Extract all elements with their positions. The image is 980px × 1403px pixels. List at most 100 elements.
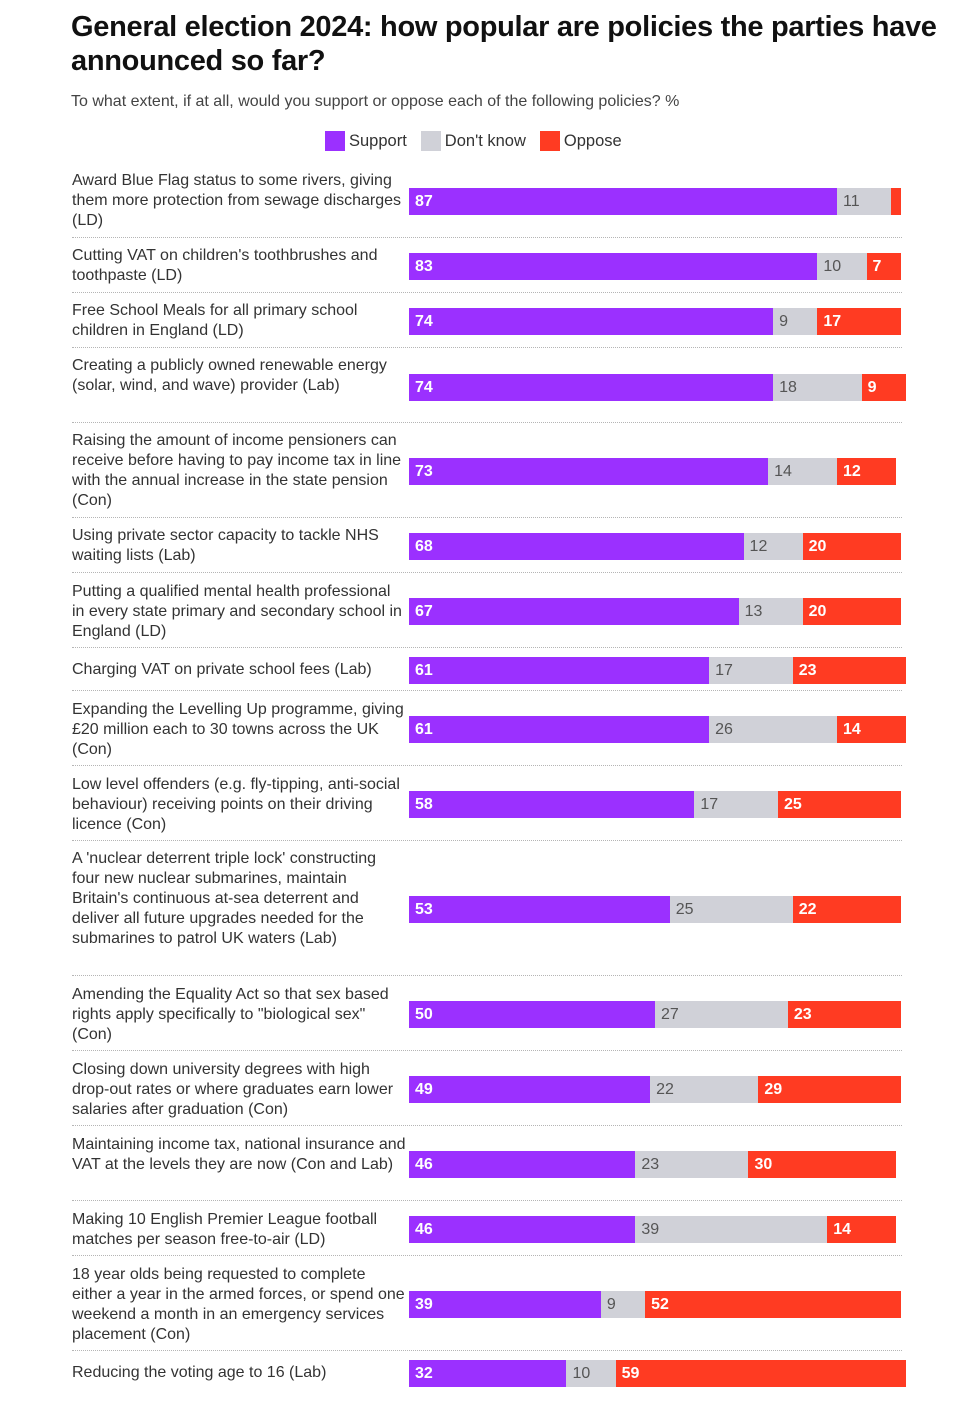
bar-value-label: 61 bbox=[415, 661, 433, 679]
row-separator bbox=[72, 690, 902, 691]
bar-value-label: 22 bbox=[798, 900, 817, 918]
bar-segment-dont-know: 17 bbox=[709, 657, 793, 684]
bar-segment-support: 87 bbox=[409, 188, 838, 215]
bar-segment-oppose: 30 bbox=[748, 1151, 897, 1178]
bar-value-label: 61 bbox=[415, 720, 433, 738]
category-label: Maintaining income tax, national insuran… bbox=[72, 1136, 406, 1173]
bar-segment-support: 32 bbox=[409, 1360, 567, 1387]
legend-swatch-support bbox=[325, 131, 345, 151]
bar-value-label: 26 bbox=[715, 720, 733, 738]
legend-swatch-dont-know bbox=[420, 131, 441, 151]
category-label: Charging VAT on private school fees (Lab… bbox=[72, 661, 372, 678]
legend-label-dont-know: Don't know bbox=[444, 131, 526, 150]
row-separator bbox=[72, 647, 902, 648]
bar-value-label: 25 bbox=[675, 900, 694, 918]
bar-segment-dont-know: 10 bbox=[817, 253, 867, 280]
category-label: Raising the amount of income pensioners … bbox=[72, 432, 402, 509]
bar-segment-support: 50 bbox=[409, 1001, 655, 1028]
bar-value-label: 59 bbox=[621, 1364, 640, 1382]
bar-segment-support: 83 bbox=[409, 253, 818, 280]
bar-value-label: 20 bbox=[808, 602, 827, 620]
bar-segment-dont-know: 18 bbox=[773, 374, 862, 401]
bar-value-label: 23 bbox=[793, 1005, 812, 1023]
bar-value-label: 67 bbox=[415, 602, 433, 620]
bar-segment-oppose: 20 bbox=[802, 598, 901, 625]
row-separator bbox=[72, 1350, 902, 1351]
bar-segment-oppose: 17 bbox=[817, 308, 901, 335]
bar-segment-dont-know: 27 bbox=[655, 1001, 788, 1028]
bar-segment-dont-know: 25 bbox=[669, 896, 793, 923]
row-separator bbox=[72, 1200, 902, 1201]
category-label: Creating a publicly owned renewable ener… bbox=[72, 357, 387, 394]
bar-segment-oppose: 14 bbox=[837, 716, 906, 743]
row-separator bbox=[72, 1050, 902, 1051]
bar-segment-support: 68 bbox=[409, 533, 744, 560]
bar-segment-oppose: 22 bbox=[792, 896, 901, 923]
bar-segment-support: 73 bbox=[409, 458, 769, 485]
bar-segment-support: 58 bbox=[409, 791, 695, 818]
legend-swatch-oppose bbox=[539, 131, 560, 151]
bar-value-label: 27 bbox=[661, 1005, 679, 1023]
category-label: Amending the Equality Act so that sex ba… bbox=[72, 986, 389, 1043]
chart-subtitle: To what extent, if at all, would you sup… bbox=[71, 93, 680, 110]
bar-value-label: 39 bbox=[641, 1220, 660, 1238]
bar-segment-oppose bbox=[891, 188, 901, 215]
bar-segment-dont-know: 9 bbox=[773, 308, 818, 335]
bar-value-label: 52 bbox=[651, 1295, 669, 1313]
bar-value-label: 46 bbox=[415, 1155, 433, 1173]
category-label: Putting a qualified mental health profes… bbox=[72, 583, 402, 640]
bar-segment-dont-know: 9 bbox=[600, 1291, 646, 1318]
category-label: Free School Meals for all primary school… bbox=[72, 302, 358, 339]
bar-value-label: 18 bbox=[779, 378, 797, 396]
bar-value-label: 14 bbox=[833, 1220, 851, 1238]
bar-segment-oppose: 12 bbox=[837, 458, 897, 485]
bar-segment-dont-know: 12 bbox=[743, 533, 803, 560]
bar-value-label: 10 bbox=[823, 257, 842, 275]
legend-label-oppose: Oppose bbox=[563, 131, 622, 150]
bar-value-label: 12 bbox=[843, 462, 861, 480]
bar-value-label: 12 bbox=[749, 537, 768, 555]
row-separator bbox=[72, 840, 902, 841]
category-label: Reducing the voting age to 16 (Lab) bbox=[72, 1364, 327, 1381]
bar-value-label: 68 bbox=[415, 537, 433, 555]
bar-segment-oppose: 23 bbox=[787, 1001, 901, 1028]
category-label: Award Blue Flag status to some rivers, g… bbox=[72, 172, 402, 229]
bar-segment-support: 39 bbox=[409, 1291, 601, 1318]
category-label: Expanding the Levelling Up programme, gi… bbox=[72, 701, 404, 758]
bar-value-label: 9 bbox=[606, 1295, 616, 1313]
bar-segment-oppose: 52 bbox=[645, 1291, 901, 1318]
bar-value-label: 73 bbox=[415, 462, 433, 480]
row-separator bbox=[72, 237, 902, 238]
bar-value-label: 13 bbox=[744, 602, 763, 620]
row-separator bbox=[72, 347, 902, 348]
bar-value-label: 23 bbox=[641, 1155, 660, 1173]
bar-segment-support: 67 bbox=[409, 598, 739, 625]
bar-value-label: 9 bbox=[867, 378, 877, 396]
bar-segment-support: 46 bbox=[409, 1216, 636, 1243]
bar-segment-dont-know: 17 bbox=[694, 791, 778, 818]
bar-segment-oppose: 29 bbox=[758, 1076, 901, 1103]
bar-segment-dont-know: 26 bbox=[709, 716, 838, 743]
bar-segment-oppose: 25 bbox=[778, 791, 901, 818]
bar-value-label: 74 bbox=[415, 378, 433, 396]
bar-segment-oppose: 20 bbox=[802, 533, 901, 560]
bar-value-label: 53 bbox=[415, 900, 433, 918]
bar-segment-support: 46 bbox=[409, 1151, 636, 1178]
bar-segment-dont-know: 22 bbox=[650, 1076, 759, 1103]
bar-value-label: 87 bbox=[415, 192, 433, 210]
bar-value-label: 9 bbox=[779, 312, 788, 330]
bar-segment-support: 61 bbox=[409, 657, 710, 684]
bar-value-label: 10 bbox=[572, 1364, 591, 1382]
row-separator bbox=[72, 975, 902, 976]
bar-segment-oppose: 7 bbox=[866, 253, 901, 280]
category-label: Closing down university degrees with hig… bbox=[72, 1061, 394, 1118]
bar-segment-oppose: 23 bbox=[792, 657, 906, 684]
bar-value-label: 32 bbox=[415, 1364, 433, 1382]
row-separator bbox=[72, 422, 902, 423]
row-separator bbox=[72, 1255, 902, 1256]
legend-label-support: Support bbox=[349, 131, 407, 150]
category-label: Cutting VAT on children's toothbrushes a… bbox=[72, 247, 378, 284]
row-separator bbox=[72, 1125, 902, 1126]
bar-value-label: 11 bbox=[843, 192, 860, 210]
